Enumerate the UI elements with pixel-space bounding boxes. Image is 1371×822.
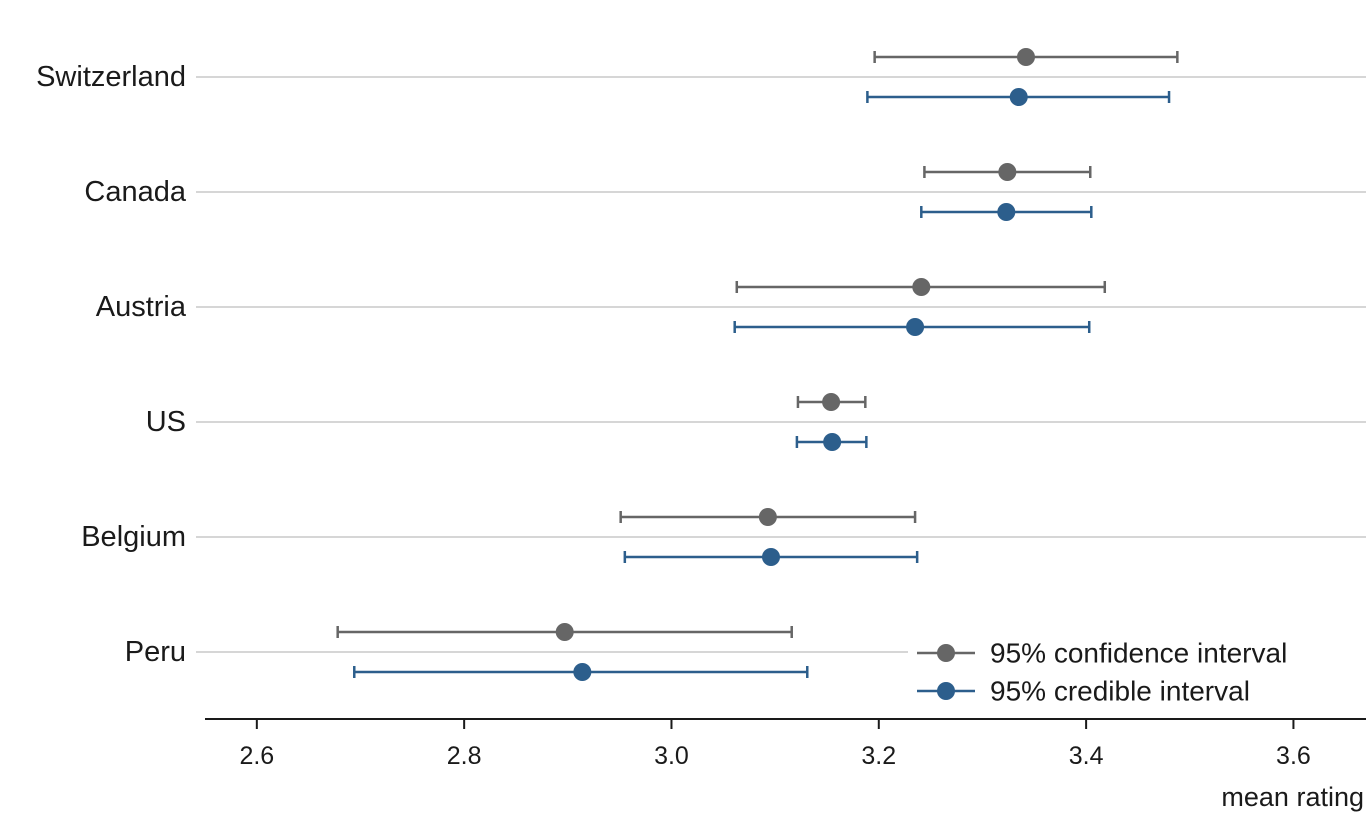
interval-canada-1	[920, 203, 1093, 221]
x-tick-label: 2.6	[239, 742, 274, 770]
legend-marker	[937, 644, 955, 662]
legend: 95% confidence interval 95% credible inte…	[908, 630, 1370, 714]
x-tick-label: 3.2	[861, 742, 896, 770]
mean-point	[998, 163, 1017, 181]
mean-point	[1009, 88, 1028, 106]
interval-peru-1	[353, 663, 809, 681]
legend-label: 95% confidence interval	[990, 638, 1287, 669]
data-marks	[336, 48, 1179, 681]
category-labels: Switzerland Canada Austria US Belgium Peru	[36, 61, 187, 668]
category-label: Switzerland	[36, 61, 186, 93]
mean-point	[912, 278, 931, 296]
mean-point	[1016, 48, 1035, 66]
mean-point	[823, 433, 842, 451]
mean-point	[761, 548, 780, 566]
mean-point	[555, 623, 574, 641]
interval-austria-1	[733, 318, 1091, 336]
x-tick-label: 2.8	[447, 742, 482, 770]
interval-belgium-1	[623, 548, 919, 566]
category-label: Austria	[96, 291, 187, 323]
mean-point	[573, 663, 592, 681]
legend-item: 95% confidence interval	[917, 638, 1287, 669]
legend-label: 95% credible interval	[990, 676, 1250, 707]
interval-canada-0	[923, 163, 1092, 181]
mean-point	[758, 508, 777, 526]
mean-point	[822, 393, 841, 411]
x-tick-label: 3.0	[654, 742, 689, 770]
category-label: Peru	[125, 636, 186, 668]
category-label: US	[146, 406, 186, 438]
interval-switzerland-1	[866, 88, 1171, 106]
grid-layer	[196, 76, 1366, 653]
legend-marker	[937, 682, 955, 700]
x-tick-label: 3.4	[1069, 742, 1104, 770]
legend-background	[908, 630, 1370, 714]
interval-switzerland-0	[873, 48, 1179, 66]
legend-item: 95% credible interval	[917, 676, 1250, 707]
interval-belgium-0	[619, 508, 917, 526]
mean-point	[906, 318, 925, 336]
x-axis-title: mean rating	[1221, 782, 1364, 812]
category-label: Belgium	[81, 521, 186, 553]
interval-peru-0	[336, 623, 793, 641]
category-label: Canada	[84, 176, 186, 208]
mean-point	[997, 203, 1016, 221]
interval-us-0	[796, 393, 867, 411]
x-axis: 2.6 2.8 3.0 3.2 3.4 3.6	[205, 718, 1366, 770]
x-tick-label: 3.6	[1276, 742, 1311, 770]
interval-us-1	[795, 433, 868, 451]
interval-austria-0	[735, 278, 1107, 296]
